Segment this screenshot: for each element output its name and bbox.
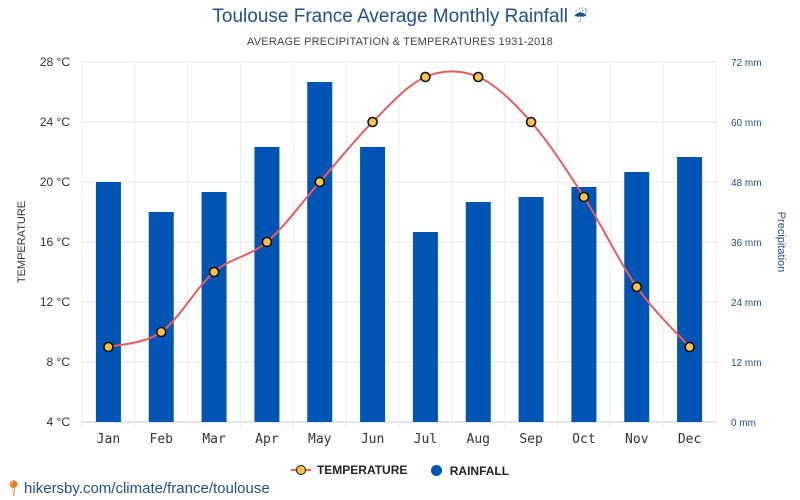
chart-subtitle: AVERAGE PRECIPITATION & TEMPERATURES 193… bbox=[247, 36, 553, 48]
legend: TEMPERATURE RAINFALL bbox=[0, 463, 800, 479]
source-link-text: hikersby.com/climate/france/toulouse bbox=[24, 480, 270, 497]
y-tick-label: 12 °C bbox=[40, 295, 70, 309]
y2-tick-label: 60 mm bbox=[731, 118, 762, 129]
temperature-point bbox=[472, 71, 484, 83]
x-tick-label: Jul bbox=[414, 432, 437, 447]
rainfall-bar bbox=[677, 157, 703, 422]
y-tick-label: 8 °C bbox=[47, 355, 71, 369]
temperature-line-group bbox=[103, 70, 695, 353]
rainfall-bar bbox=[360, 147, 386, 422]
location-pin-icon: 📍︎ bbox=[4, 480, 24, 497]
legend-item-temperature[interactable]: TEMPERATURE bbox=[290, 463, 408, 477]
temperature-point bbox=[525, 116, 537, 128]
x-tick-label: Feb bbox=[150, 432, 174, 447]
rainfall-bar bbox=[571, 187, 597, 422]
temperature-point bbox=[578, 191, 590, 203]
x-tick-label: Jan bbox=[97, 432, 120, 447]
chart-title-text: Toulouse France Average Monthly Rainfall bbox=[212, 6, 568, 27]
x-tick-label: Sep bbox=[519, 432, 543, 447]
x-tick-label: Dec bbox=[678, 432, 701, 447]
source-link[interactable]: 📍︎hikersby.com/climate/france/toulouse bbox=[4, 479, 270, 497]
axes: 4 °C 0 mm 8 °C 12 mm 12 °C 24 mm 16 °C 36 mm 20 … bbox=[16, 55, 787, 447]
temperature-point bbox=[684, 341, 695, 353]
y-tick-label: 4 °C bbox=[47, 415, 71, 429]
rainfall-bar bbox=[465, 202, 491, 422]
x-tick-label: May bbox=[308, 432, 332, 447]
chart-title: Toulouse France Average Monthly Rainfall… bbox=[0, 6, 800, 28]
rainfall-bar bbox=[95, 182, 121, 422]
rainfall-bar bbox=[254, 147, 280, 422]
x-tick-label: Apr bbox=[255, 432, 279, 447]
y2-tick-label: 12 mm bbox=[731, 358, 762, 369]
circle-marker-icon bbox=[430, 465, 442, 476]
legend-label-temperature: TEMPERATURE bbox=[316, 463, 408, 477]
x-tick-label: Aug bbox=[467, 432, 490, 447]
y2-tick-label: 24 mm bbox=[731, 298, 762, 309]
y-tick-label: 20 °C bbox=[40, 175, 70, 189]
y2-tick-label: 0 mm bbox=[731, 418, 756, 429]
y2-tick-label: 72 mm bbox=[731, 58, 762, 69]
temperature-point bbox=[420, 71, 431, 83]
y-tick-label: 24 °C bbox=[40, 115, 70, 129]
rainfall-bar bbox=[148, 212, 174, 422]
grid-lines bbox=[81, 61, 717, 428]
legend-label-rainfall: RAINFALL bbox=[449, 463, 510, 478]
temperature-point bbox=[208, 266, 220, 278]
rainfall-bar bbox=[412, 232, 438, 422]
x-tick-label: Oct bbox=[572, 432, 595, 447]
x-tick-label: Mar bbox=[202, 432, 226, 447]
legend-item-rainfall[interactable]: RAINFALL bbox=[430, 463, 510, 478]
temperature-point bbox=[155, 326, 167, 338]
rainfall-bar bbox=[307, 82, 333, 422]
line-marker-icon bbox=[290, 464, 311, 476]
y2-axis-title: Precipitation bbox=[775, 212, 787, 273]
temperature-point bbox=[103, 341, 114, 353]
rainfall-bar bbox=[518, 197, 544, 422]
rainfall-bar bbox=[201, 192, 227, 422]
y-tick-label: 28 °C bbox=[40, 55, 70, 69]
x-tick-label: Nov bbox=[625, 432, 649, 447]
y-axis-title: TEMPERATURE bbox=[16, 201, 28, 283]
temperature-point bbox=[631, 281, 643, 293]
temperature-point bbox=[261, 236, 273, 248]
umbrella-rain-icon: ☔ bbox=[573, 9, 588, 26]
chart-plot: 4 °C 0 mm 8 °C 12 mm 12 °C 24 mm 16 °C 36 mm 20 … bbox=[16, 55, 787, 447]
temperature-point bbox=[367, 116, 378, 128]
temperature-point bbox=[314, 176, 326, 188]
y-tick-label: 16 °C bbox=[40, 235, 70, 249]
rainfall-bars bbox=[95, 82, 703, 422]
x-tick-label: Jun bbox=[361, 432, 384, 447]
y2-tick-label: 48 mm bbox=[731, 178, 762, 189]
y2-tick-label: 36 mm bbox=[731, 238, 762, 249]
